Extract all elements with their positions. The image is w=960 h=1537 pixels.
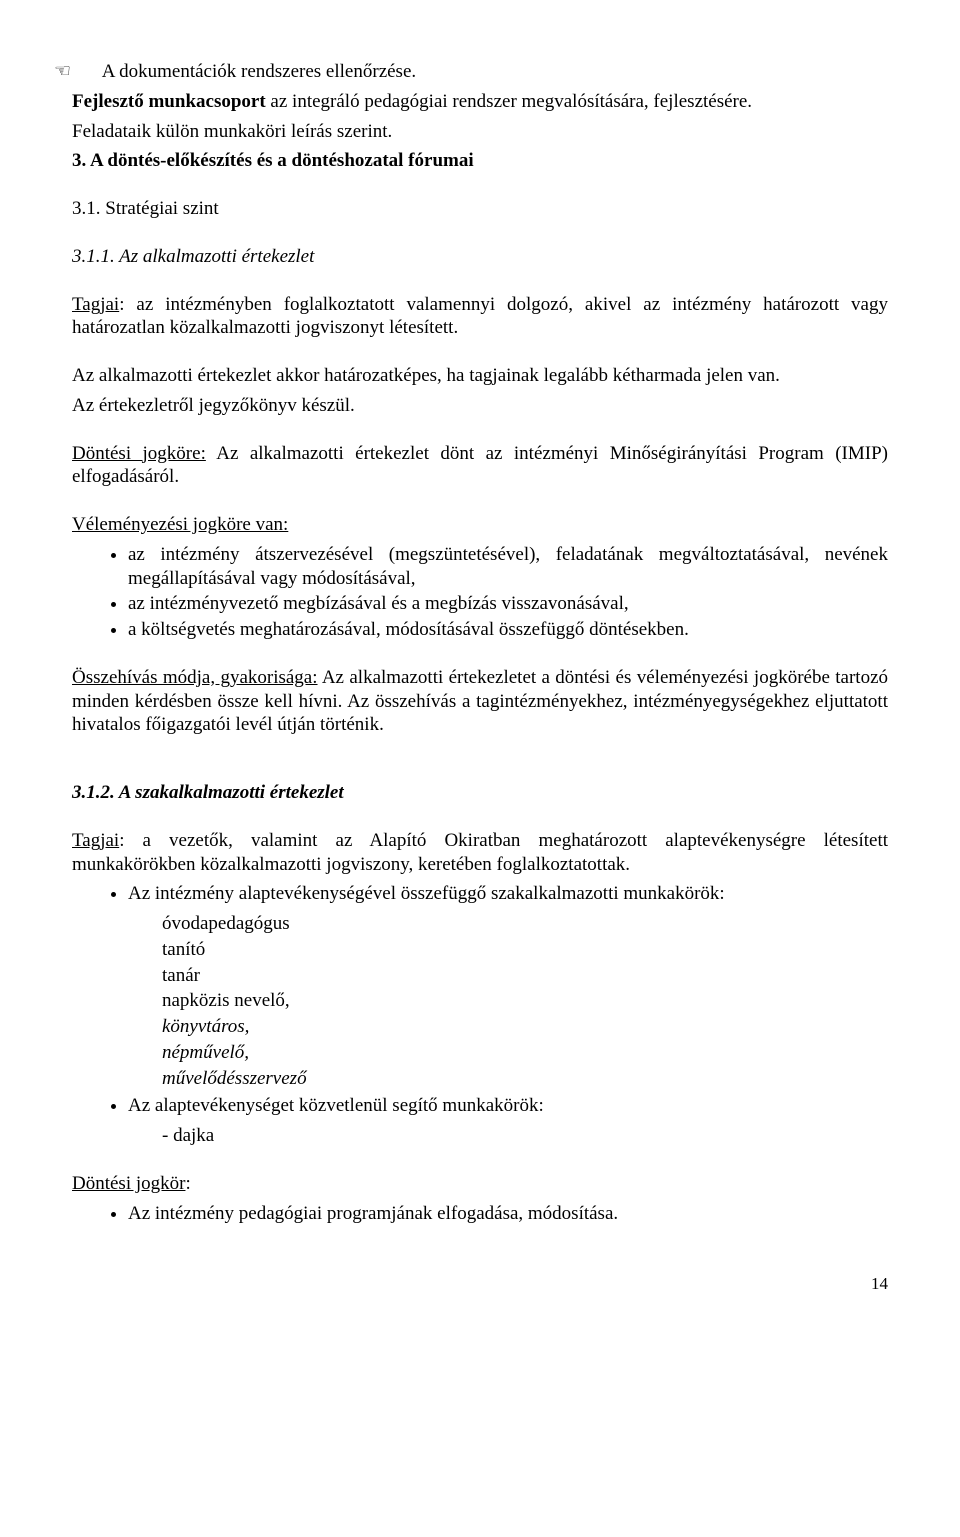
s312-sublist-2: - dajka [162, 1124, 888, 1148]
heading-3-1-1: 3.1.1. Az alkalmazotti értekezlet [72, 245, 888, 269]
sublist-item: népművelő, [162, 1041, 888, 1065]
s312-tagjai-label: Tagjai [72, 830, 119, 851]
sublist-item: napközis nevelő, [162, 989, 888, 1013]
sublist-item: - dajka [162, 1124, 888, 1148]
intro-line-3: Feladataik külön munkaköri leírás szerin… [72, 120, 888, 144]
list-item: az intézményvezető megbízásával és a meg… [128, 592, 888, 616]
list-item: Az intézmény pedagógiai programjának elf… [128, 1202, 888, 1226]
s312-sublist-1: óvodapedagógus tanító tanár napközis nev… [162, 912, 888, 1090]
tagjai-label: Tagjai [72, 294, 119, 315]
list-item: az intézmény átszervezésével (megszüntet… [128, 543, 888, 591]
heading-3: 3. A döntés-előkészítés és a döntéshozat… [72, 149, 888, 173]
s312-jogkor-label: Döntési jogkör [72, 1173, 185, 1194]
osszeh-label: Összehívás módja, gyakorisága: [72, 667, 318, 688]
s312-main-list: Az intézmény alaptevékenységével összefü… [72, 882, 888, 906]
intro-line-2-rest: az integráló pedagógiai rendszer megvaló… [266, 91, 752, 112]
list-item: Az alaptevékenységet közvetlenül segítő … [128, 1094, 888, 1118]
sublist-item: tanító [162, 938, 888, 962]
sublist-item: művelődésszervező [162, 1067, 888, 1091]
sublist-item: tanár [162, 964, 888, 988]
page-number: 14 [72, 1273, 888, 1294]
intro-line-2: Fejlesztő munkacsoport az integráló peda… [72, 90, 888, 114]
hand-icon: ☜ [78, 60, 98, 84]
heading-3-1: 3.1. Stratégiai szint [72, 197, 888, 221]
s311-tagjai: Tagjai: az intézményben foglalkoztatott … [72, 293, 888, 341]
s311-osszeh: Összehívás módja, gyakorisága: Az alkalm… [72, 666, 888, 737]
sublist-item: könyvtáros, [162, 1015, 888, 1039]
intro-hand-line: ☜ A dokumentációk rendszeres ellenőrzése… [102, 60, 888, 84]
tagjai-text: : az intézményben foglalkoztatott valame… [72, 294, 888, 339]
s312-jogkor-list: Az intézmény pedagógiai programjának elf… [72, 1202, 888, 1226]
list-item: Az intézmény alaptevékenységével összefü… [128, 882, 888, 906]
intro-hand-text: A dokumentációk rendszeres ellenőrzése. [102, 61, 416, 82]
velem-label: Véleményezési jogköre van: [72, 514, 288, 535]
s312-main-list-2: Az alaptevékenységet közvetlenül segítő … [72, 1094, 888, 1118]
jogkor-label: Döntési jogköre: [72, 443, 206, 464]
s311-velem-list: az intézmény átszervezésével (megszüntet… [72, 543, 888, 642]
s312-jogkor-label-line: Döntési jogkör: [72, 1172, 888, 1196]
s312-tagjai: Tagjai: a vezetők, valamint az Alapító O… [72, 829, 888, 877]
list-item: a költségvetés meghatározásával, módosít… [128, 618, 888, 642]
s311-jogkor: Döntési jogköre: Az alkalmazotti értekez… [72, 442, 888, 490]
s311-velem-label: Véleményezési jogköre van: [72, 513, 888, 537]
s312-tagjai-text: : a vezetők, valamint az Alapító Okiratb… [72, 830, 888, 875]
intro-line-2-bold: Fejlesztő munkacsoport [72, 91, 266, 112]
heading-3-1-2: 3.1.2. A szakalkalmazotti értekezlet [72, 781, 888, 805]
s311-para2b: Az értekezletről jegyzőkönyv készül. [72, 394, 888, 418]
sublist-item: óvodapedagógus [162, 912, 888, 936]
s311-para2a: Az alkalmazotti értekezlet akkor határoz… [72, 364, 888, 388]
